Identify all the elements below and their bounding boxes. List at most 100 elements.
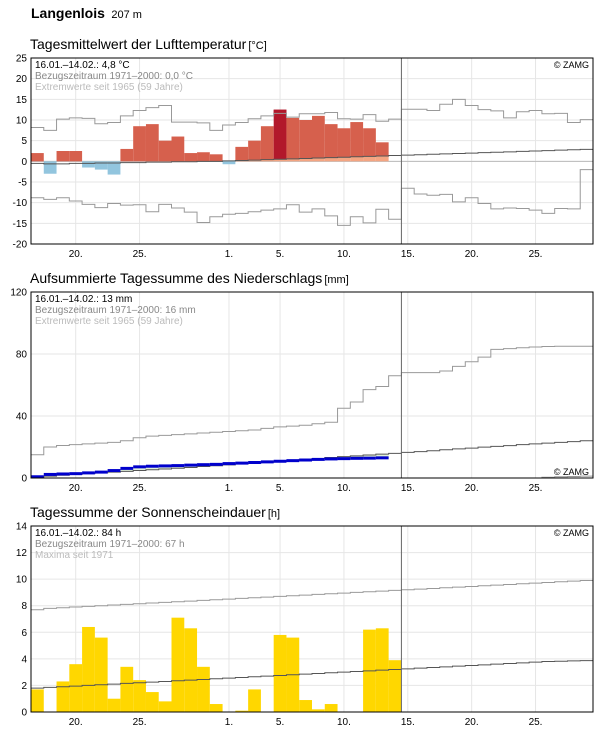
sun-xtick-label: 25. (133, 717, 147, 728)
sunshine-title-text: Tagessumme der Sonnenscheindauer (30, 504, 266, 520)
precipitation-title-text: Aufsummierte Tagessumme des Niederschlag… (30, 270, 323, 286)
sun-ytick-label: 4 (21, 654, 27, 665)
temp-plot-frame (30, 57, 594, 245)
sun-bar (171, 617, 185, 712)
temp-ytick-label: 5 (21, 136, 27, 147)
temp-xtick-label: 20. (465, 249, 479, 260)
temp-ytick-label: 10 (16, 116, 28, 127)
temp-xtick-label: 15. (401, 249, 415, 260)
temp-xtick-label: 1. (225, 249, 233, 260)
station-altitude: 207 m (111, 9, 142, 21)
precip-xtick-label: 15. (401, 483, 415, 494)
sun-ytick-label: 0 (21, 708, 27, 719)
sun-bar (94, 637, 108, 712)
sun-ytick-label: 8 (21, 601, 27, 612)
temp-bar (286, 158, 300, 162)
sun-bar (197, 666, 210, 712)
temp-bar (235, 146, 249, 161)
temp-bar (120, 148, 134, 162)
temp-ytick-label: -15 (13, 219, 28, 230)
temp-bar (363, 128, 376, 157)
station-name: Langenlois (31, 5, 105, 21)
sun-bar (209, 704, 223, 712)
temp-record-bar (273, 109, 287, 114)
temp-bar (31, 153, 44, 162)
sun-bar (69, 664, 83, 712)
precipitation-unit: [mm] (324, 274, 349, 286)
temp-bar (222, 161, 236, 165)
temp-ytick-label: -20 (13, 240, 28, 251)
sun-xtick-label: 20. (69, 717, 83, 728)
precip-ytick-label: 120 (10, 288, 27, 299)
sun-bar (312, 709, 325, 712)
sun-bar (107, 698, 121, 712)
temp-info-line: Bezugszeitraum 1971–2000: 0,0 °C (35, 71, 193, 82)
temp-bar (145, 124, 159, 162)
temp-bar (363, 156, 376, 162)
precip-xtick-label: 10. (337, 483, 351, 494)
temp-bar (133, 126, 146, 162)
temp-bar (337, 128, 351, 158)
sun-bar (235, 710, 249, 712)
temperature-title: Tagesmittelwert der Lufttemperatur [°C] (30, 36, 267, 52)
temp-xtick-label: 25. (529, 249, 543, 260)
sun-ytick-label: 6 (21, 628, 27, 639)
temp-bar (260, 159, 274, 162)
temp-max-line (31, 98, 593, 131)
sun-credit: © ZAMG (554, 528, 589, 538)
sun-plot-frame (30, 525, 594, 713)
temp-bar (286, 117, 300, 159)
sun-xtick-label: 25. (529, 717, 543, 728)
temp-xtick-label: 25. (133, 249, 147, 260)
precip-xtick-label: 25. (133, 483, 147, 494)
temp-bar (82, 161, 95, 168)
temp-bar (273, 109, 287, 160)
temp-bar (324, 124, 338, 158)
sun-ytick-label: 12 (16, 548, 28, 559)
temp-bar (312, 115, 325, 159)
temp-info-line: 16.01.–14.02.: 4,8 °C (35, 60, 130, 71)
precip-xtick-label: 25. (529, 483, 543, 494)
sun-bar (299, 700, 312, 712)
precip-xtick-label: 20. (465, 483, 479, 494)
sun-bar (184, 628, 198, 712)
sun-info-line: 16.01.–14.02.: 84 h (35, 528, 121, 539)
temp-bar (324, 157, 338, 162)
temp-ytick-label: 0 (21, 157, 27, 168)
temp-bar (375, 142, 389, 156)
sun-ytick-label: 2 (21, 681, 27, 692)
precip-info-line: Extremwerte seit 1965 (59 Jahre) (35, 316, 183, 327)
sun-ytick-label: 14 (16, 522, 28, 533)
temp-bar (248, 140, 261, 161)
precip-max-line (31, 345, 593, 456)
sun-bar (248, 689, 261, 712)
temp-mean-line (31, 148, 593, 165)
sun-ytick-label: 10 (16, 575, 28, 586)
sun-max-line (31, 579, 593, 611)
sun-bar (388, 660, 402, 712)
temp-ytick-label: -10 (13, 198, 28, 209)
sun-bar (31, 689, 44, 712)
temp-bar (312, 158, 325, 162)
precip-ytick-label: 40 (16, 412, 28, 423)
temp-xtick-label: 10. (337, 249, 351, 260)
temp-bar (94, 161, 108, 170)
temp-bar (375, 155, 389, 162)
temp-bar (171, 136, 185, 162)
temp-bar (209, 154, 223, 162)
sun-xtick-label: 1. (225, 717, 233, 728)
sun-info-line: Maxima seit 1971 (35, 550, 114, 561)
temp-min-line (31, 169, 593, 226)
temp-bar (350, 122, 364, 157)
temp-credit: © ZAMG (554, 60, 589, 70)
temp-xtick-label: 20. (69, 249, 83, 260)
precip-info-line: 16.01.–14.02.: 13 mm (35, 294, 132, 305)
precip-plot-frame (30, 291, 594, 479)
temp-bar (260, 126, 274, 160)
temperature-unit: [°C] (248, 40, 267, 52)
precip-xtick-label: 5. (276, 483, 284, 494)
station-header: Langenlois 207 m (31, 5, 142, 23)
temp-bar (299, 158, 312, 162)
sun-bar (273, 634, 287, 712)
